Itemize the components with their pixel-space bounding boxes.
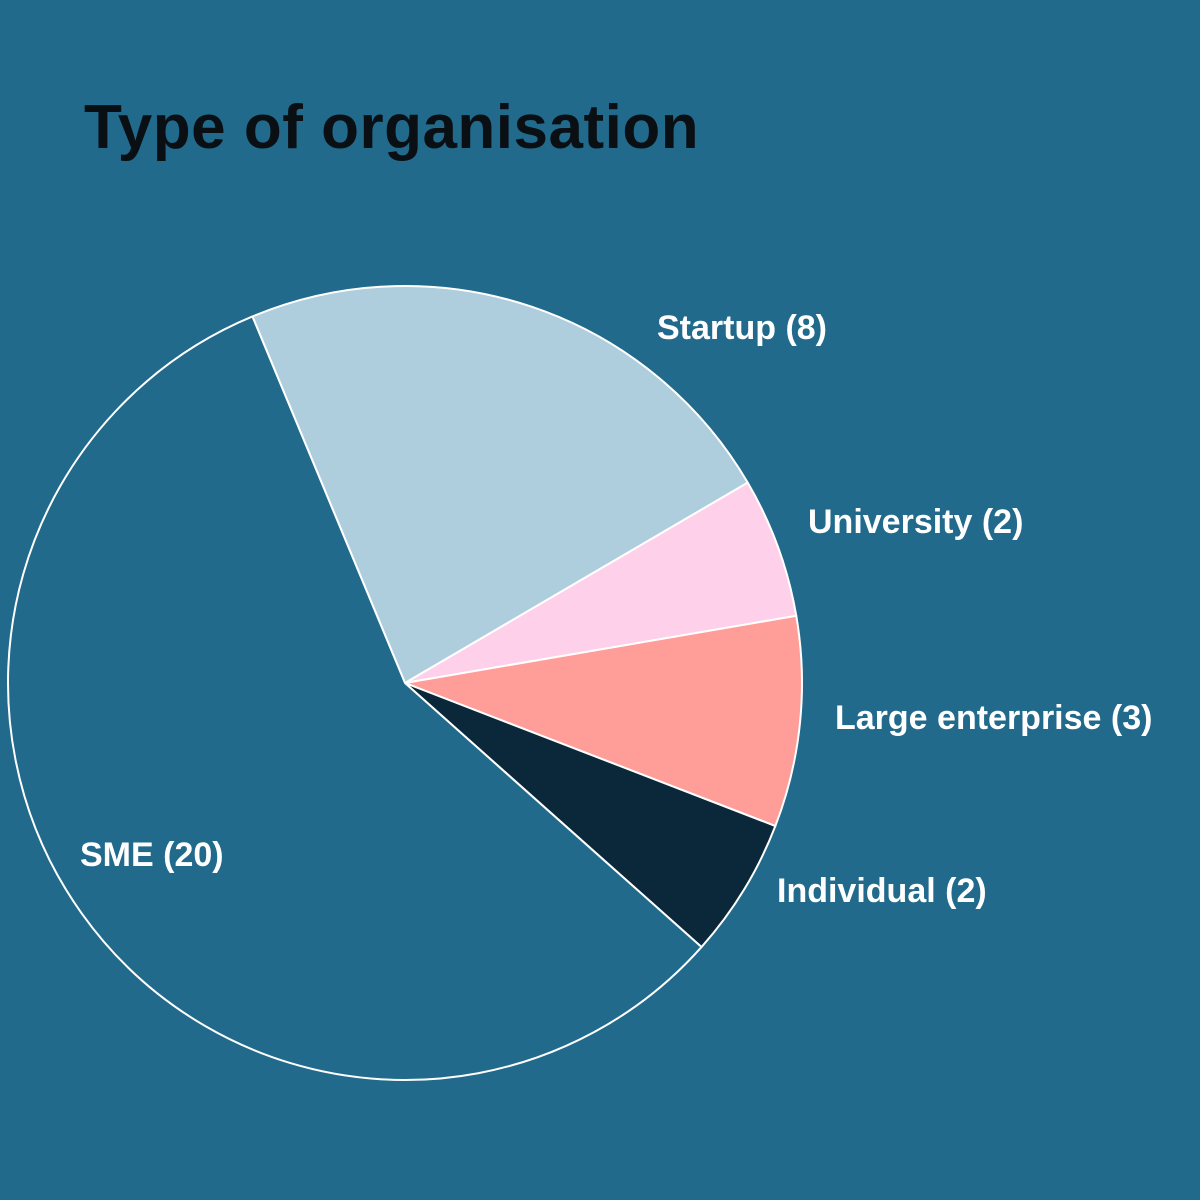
pie-label-individual: Individual (2) xyxy=(777,872,987,910)
pie-label-sme: SME (20) xyxy=(80,836,224,874)
pie-slice-startup xyxy=(251,285,749,684)
pie-labels: Startup (8) University (2) Large enterpris… xyxy=(80,309,1152,910)
chart-title: Type of organisation xyxy=(84,93,700,162)
pie-label-startup: Startup (8) xyxy=(657,309,827,347)
pie-slice-university xyxy=(404,481,798,684)
pie-label-university: University (2) xyxy=(808,503,1023,541)
pie-slice-large-enterprise xyxy=(404,614,803,828)
pie-slices xyxy=(7,285,803,1081)
pie-label-large-enterprise: Large enterprise (3) xyxy=(835,699,1152,737)
pie-slice-sme xyxy=(7,315,703,1081)
pie-slice-individual xyxy=(404,682,777,949)
